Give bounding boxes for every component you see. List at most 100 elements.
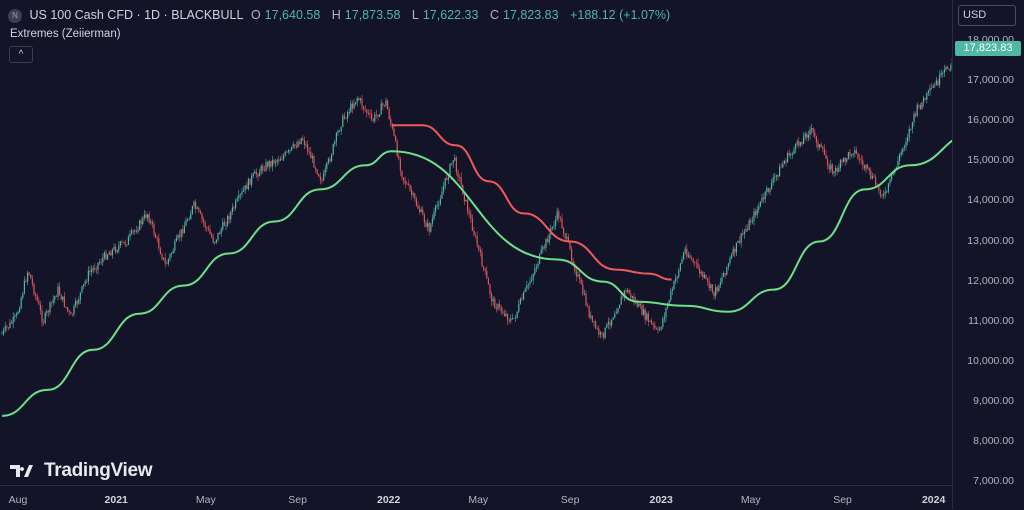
candle-body (21, 298, 22, 308)
candle-body (80, 293, 81, 300)
candle-body (195, 202, 196, 209)
candle-body (713, 292, 714, 297)
candle-body (905, 142, 906, 147)
candle-body (448, 177, 449, 180)
candle-body (262, 166, 263, 170)
candle-body (192, 206, 193, 213)
candle-body (37, 296, 38, 301)
candle-body (589, 306, 590, 317)
candle-body (558, 211, 559, 218)
candle-body (77, 301, 78, 304)
time-tick-label: May (196, 494, 216, 506)
candle-body (627, 290, 628, 292)
candle-body (545, 239, 546, 248)
price-chart[interactable] (0, 0, 952, 509)
candle-body (483, 266, 484, 268)
candle-body (438, 205, 439, 206)
candle-body (41, 310, 42, 322)
candle-body (184, 226, 185, 233)
broker-logo-icon: N (8, 9, 22, 23)
candle-body (945, 67, 946, 70)
candle-body (270, 161, 271, 167)
candle-body (176, 238, 177, 241)
candle-body (139, 220, 140, 230)
candle-body (789, 153, 790, 155)
candle-body (717, 287, 718, 291)
candle-body (38, 301, 39, 305)
candle-body (181, 229, 182, 237)
candle-body (485, 268, 486, 271)
candle-body (787, 153, 788, 162)
candle-body (915, 114, 916, 116)
candle-body (739, 241, 740, 243)
candle-body (563, 228, 564, 233)
candle-body (840, 160, 841, 168)
candle-body (557, 211, 558, 219)
candle-body (254, 172, 255, 174)
candle-body (313, 156, 314, 168)
candle-body (617, 308, 618, 312)
candle-body (265, 162, 266, 170)
candle-body (160, 248, 161, 254)
candle-body (64, 297, 65, 307)
candle-body (864, 165, 865, 168)
candle-body (83, 284, 84, 286)
time-tick-label: 2021 (105, 494, 128, 506)
candle-body (182, 229, 183, 233)
candle-body (726, 267, 727, 275)
candle-body (891, 175, 892, 180)
candle-body (408, 184, 409, 185)
candle-body (168, 259, 169, 264)
candle-body (29, 273, 30, 275)
candle-body (334, 142, 335, 145)
candle-body (88, 271, 89, 282)
candle-body (822, 147, 823, 149)
candle-body (936, 81, 937, 86)
candle-body (109, 253, 110, 255)
candle-body (897, 161, 898, 167)
indicator-legend[interactable]: Extremes (Zeiierman) (10, 28, 121, 40)
candle-body (881, 196, 882, 197)
candle-body (473, 231, 474, 235)
candle-body (203, 219, 204, 222)
candle-body (62, 297, 63, 300)
candle-body (416, 199, 417, 206)
candle-body (838, 168, 839, 172)
candle-body (152, 221, 153, 224)
candle-body (317, 169, 318, 174)
candle-body (238, 195, 239, 199)
candle-body (829, 166, 830, 170)
candle-body (715, 287, 716, 296)
candle-body (605, 328, 606, 338)
symbol-title[interactable]: US 100 Cash CFD · 1D · BLACKBULL (29, 8, 243, 22)
candle-body (350, 104, 351, 112)
candle-body (110, 253, 111, 256)
candle-body (293, 144, 294, 147)
candle-body (621, 297, 622, 305)
candle-body (673, 281, 674, 290)
candle-body (185, 220, 186, 226)
candle-body (32, 279, 33, 284)
candle-body (358, 98, 359, 100)
candle-body (821, 145, 822, 147)
candle-body (461, 177, 462, 185)
candle-body (329, 159, 330, 161)
candle-body (685, 249, 686, 253)
candle-body (341, 127, 342, 131)
candle-body (737, 241, 738, 243)
collapse-legend-button[interactable]: ^ (9, 46, 33, 63)
candle-body (689, 255, 690, 258)
candle-body (541, 250, 542, 254)
candle-body (873, 176, 874, 177)
candle-body (504, 313, 505, 316)
candle-body (321, 180, 322, 181)
currency-selector[interactable]: USD (958, 5, 1016, 26)
candle-body (833, 171, 834, 173)
candle-body (902, 148, 903, 152)
candle-body (837, 168, 838, 172)
candle-body (304, 140, 305, 145)
candle-body (49, 302, 50, 312)
time-tick-label: 2024 (922, 494, 945, 506)
candle-body (248, 179, 249, 189)
